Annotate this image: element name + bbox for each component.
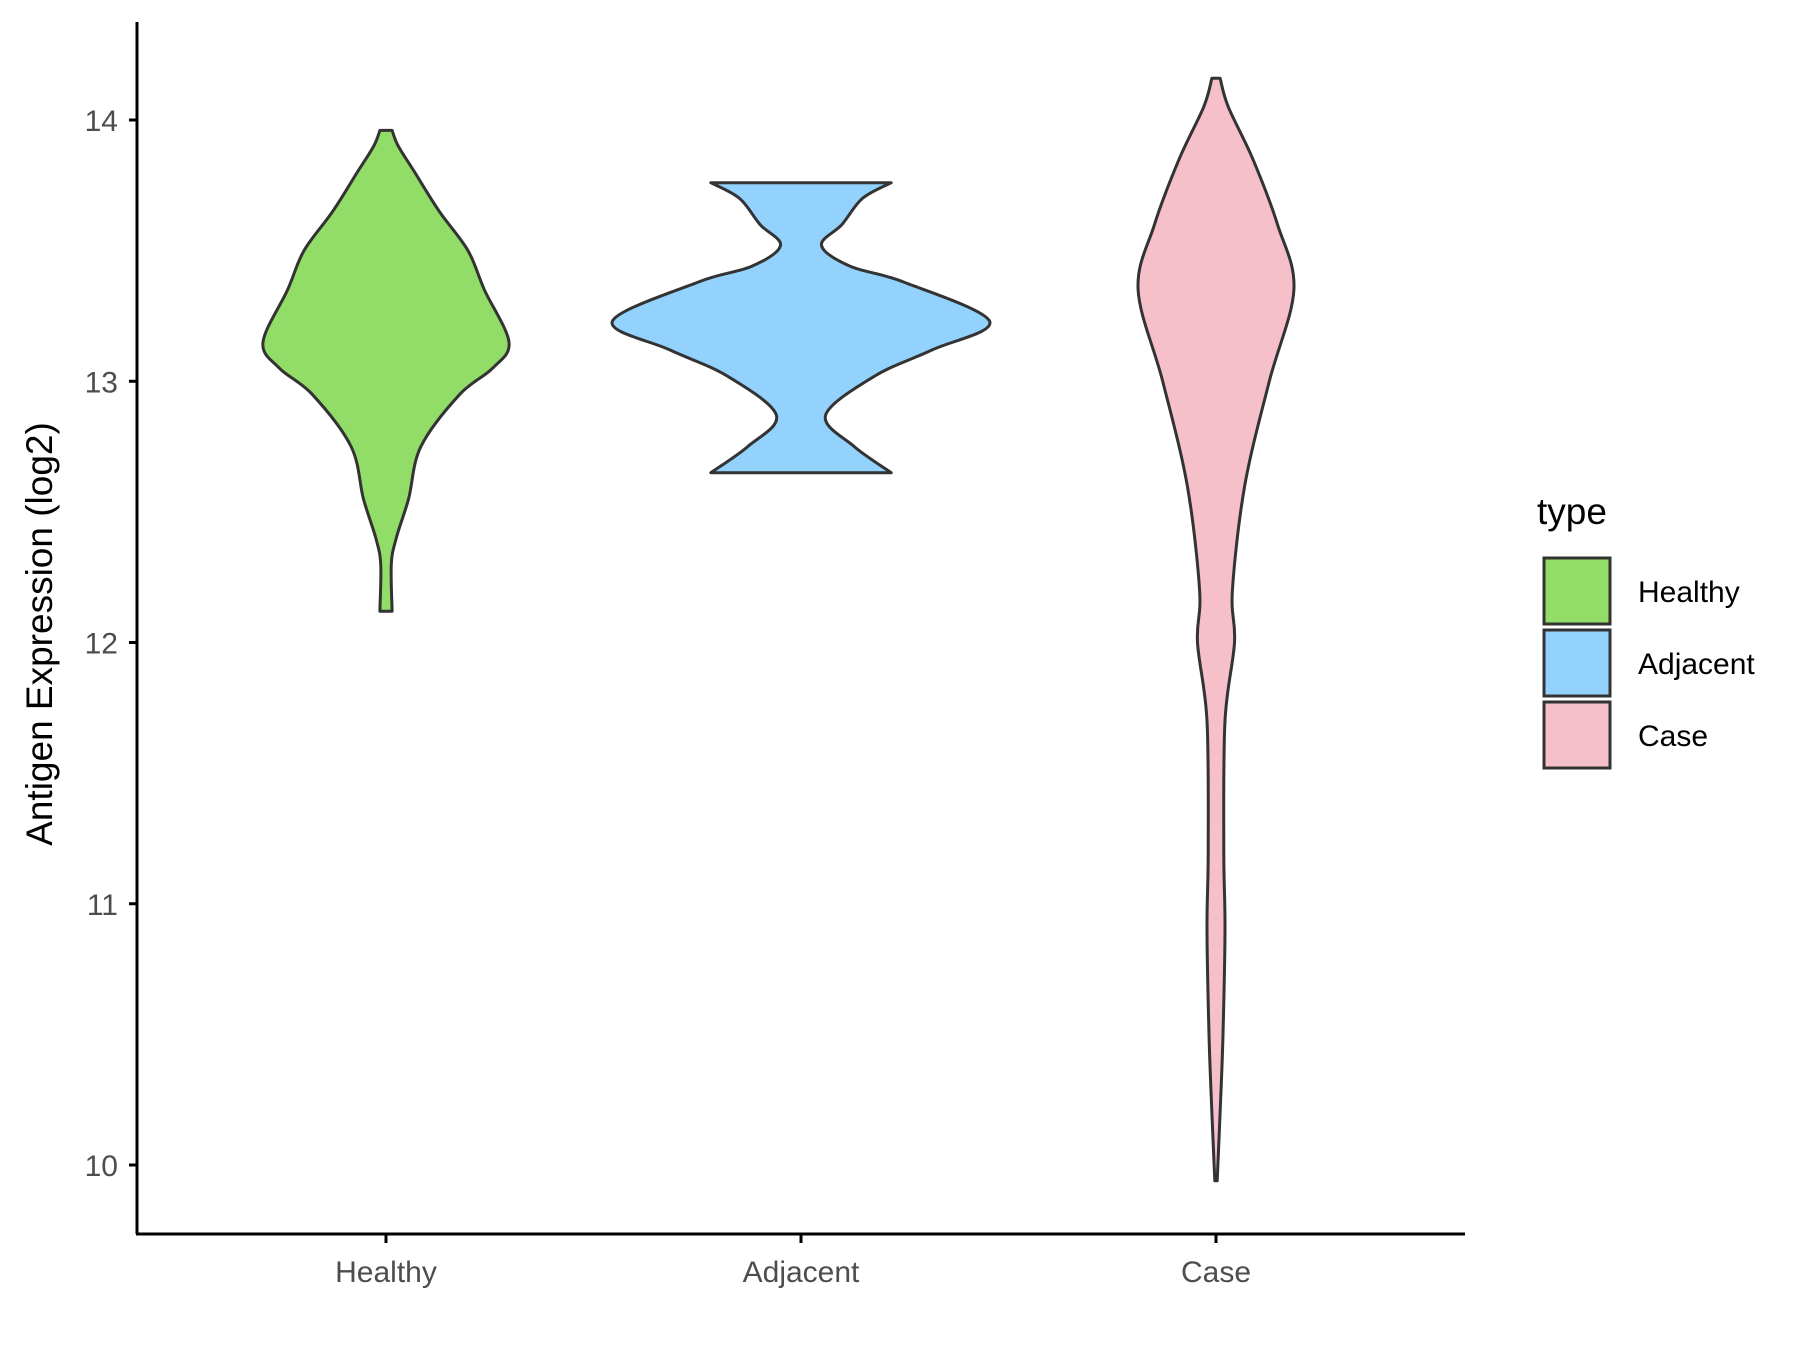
- x-tick-label: Healthy: [335, 1256, 437, 1289]
- x-tick-label: Adjacent: [743, 1256, 860, 1289]
- y-axis: 10 11 12 13 14: [85, 22, 139, 1234]
- y-tick-label: 13: [85, 366, 118, 399]
- violin-adjacent: [610, 181, 992, 475]
- y-tick-label: 11: [87, 889, 118, 922]
- x-axis: Healthy Adjacent Case: [136, 1232, 1465, 1289]
- y-tick-label: 14: [85, 105, 118, 138]
- legend-label-adjacent: Adjacent: [1638, 648, 1755, 681]
- legend: type Healthy Adjacent Case: [1537, 491, 1755, 770]
- violin-healthy: [261, 128, 511, 613]
- legend-label-case: Case: [1638, 720, 1708, 753]
- y-tick-label: 10: [85, 1150, 118, 1183]
- violin-case: [1136, 76, 1296, 1183]
- legend-label-healthy: Healthy: [1638, 576, 1740, 609]
- violin-layer: [261, 76, 1296, 1183]
- x-tick-label: Case: [1181, 1256, 1251, 1289]
- plot-area: [261, 76, 1296, 1183]
- legend-key-adjacent: [1542, 628, 1612, 698]
- legend-key-healthy: [1542, 556, 1612, 626]
- legend-entries: Healthy Adjacent Case: [1542, 556, 1755, 770]
- y-axis-title: Antigen Expression (log2): [19, 422, 60, 846]
- y-ticks: 10 11 12 13 14: [85, 105, 137, 1183]
- legend-title: type: [1537, 491, 1607, 532]
- legend-key-case: [1542, 700, 1612, 770]
- x-ticks: Healthy Adjacent Case: [335, 1234, 1251, 1289]
- y-tick-label: 12: [85, 628, 118, 661]
